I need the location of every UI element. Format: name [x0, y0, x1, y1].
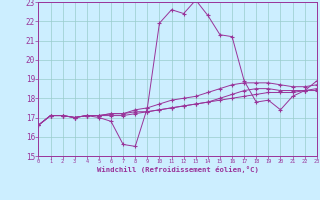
X-axis label: Windchill (Refroidissement éolien,°C): Windchill (Refroidissement éolien,°C)	[97, 166, 259, 173]
